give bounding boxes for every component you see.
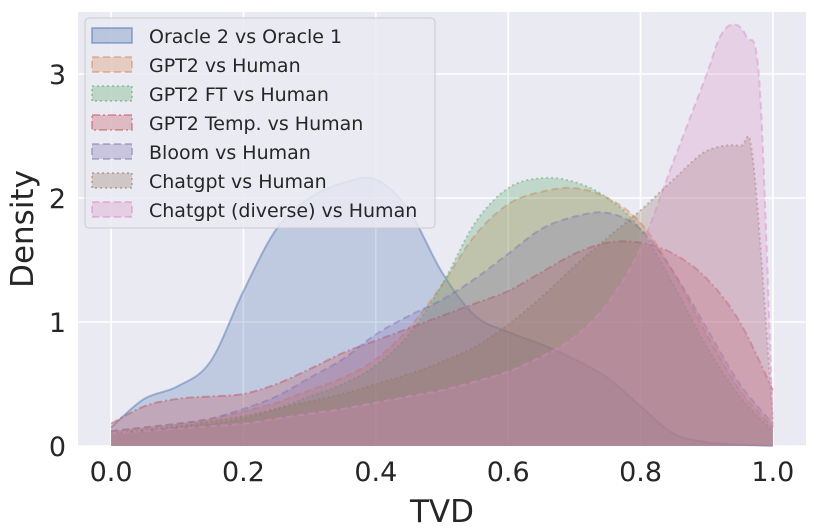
area-gpt2-ft-vs-human (111, 177, 773, 446)
legend-swatch-gpt2-ft-vs-human (91, 85, 133, 102)
x-tick-label: 0.2 (222, 457, 265, 488)
legend-label-gpt2-ft-vs-human: GPT2 FT vs Human (149, 84, 329, 106)
x-tick-label: 0.0 (90, 457, 133, 488)
x-tick-label: 0.6 (487, 457, 530, 488)
legend-label-bloom-vs-human: Bloom vs Human (149, 142, 311, 164)
y-axis-label: Density (5, 170, 41, 288)
x-tick-label: 1.0 (751, 457, 794, 488)
legend-swatch-chatgpt-diverse-vs-human (91, 201, 133, 218)
area-gpt2-temp-vs-human (111, 241, 773, 446)
area-chatgpt-vs-human (111, 136, 773, 446)
y-tick-labels: 0 1 2 3 (49, 60, 66, 463)
legend-label-gpt2-temp-vs-human: GPT2 Temp. vs Human (149, 113, 363, 135)
x-tick-labels: 0.0 0.2 0.4 0.6 0.8 1.0 (90, 457, 795, 488)
line-chatgpt-diverse-vs-human (111, 23, 774, 435)
legend-frame (84, 17, 436, 229)
y-tick-label: 3 (49, 60, 66, 91)
y-tick-label: 2 (49, 184, 66, 215)
line-oracle-2-vs-oracle-1 (110, 176, 773, 447)
legend: Oracle 2 vs Oracle 1 GPT2 vs Human GPT2 FT… (84, 17, 436, 229)
area-bloom-vs-human (111, 212, 773, 446)
line-gpt2-vs-human (110, 186, 774, 433)
legend-swatch-oracle-2-vs-oracle-1 (91, 27, 133, 44)
line-chatgpt-vs-human (110, 135, 774, 435)
y-tick-label: 1 (49, 308, 66, 339)
y-tick-label: 0 (49, 432, 66, 463)
area-gpt2-vs-human (111, 187, 773, 447)
density-areas (110, 23, 774, 447)
area-oracle-2-vs-oracle-1 (111, 177, 773, 446)
line-gpt2-temp-vs-human (110, 240, 774, 425)
line-bloom-vs-human (110, 211, 774, 433)
legend-swatch-gpt2-vs-human (91, 56, 133, 73)
legend-label-gpt2-vs-human: GPT2 vs Human (149, 55, 301, 77)
x-axis-label: TVD (409, 494, 474, 530)
legend-label-chatgpt-vs-human: Chatgpt vs Human (149, 171, 327, 193)
legend-swatch-gpt2-temp-vs-human (91, 114, 133, 131)
x-tick-label: 0.4 (354, 457, 397, 488)
legend-label-chatgpt-diverse-vs-human: Chatgpt (diverse) vs Human (149, 200, 417, 222)
line-gpt2-ft-vs-human (111, 176, 774, 435)
legend-swatch-chatgpt-vs-human (91, 172, 133, 189)
legend-swatch-bloom-vs-human (91, 143, 133, 160)
legend-label-oracle-2-vs-oracle-1: Oracle 2 vs Oracle 1 (149, 26, 342, 48)
x-tick-label: 0.8 (619, 457, 662, 488)
area-chatgpt-diverse-vs-human (111, 24, 773, 447)
